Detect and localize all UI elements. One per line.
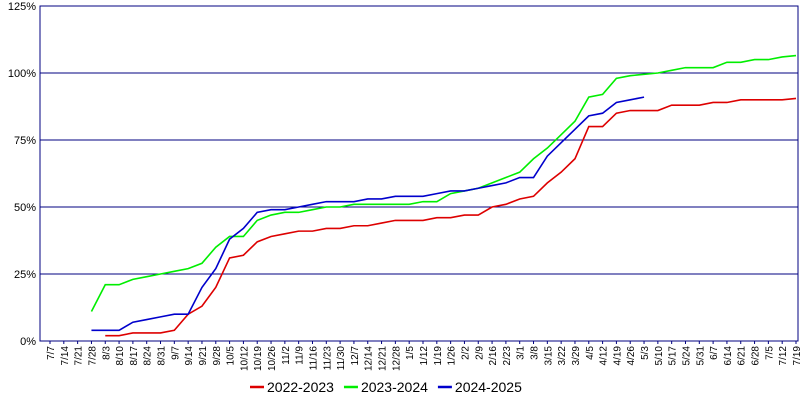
y-tick-label: 100% <box>8 68 36 80</box>
x-tick-label: 5/10 <box>654 346 665 366</box>
x-tick-label: 12/7 <box>350 346 361 366</box>
x-tick-label: 2/16 <box>488 346 499 366</box>
x-tick-label: 3/8 <box>530 346 541 360</box>
series-line <box>105 97 797 337</box>
x-tick-label: 12/14 <box>364 346 375 371</box>
x-tick-label: 7/7 <box>46 346 57 360</box>
legend-label: 2024-2025 <box>455 379 522 395</box>
x-tick-label: 10/5 <box>226 346 237 366</box>
x-tick-label: 4/5 <box>585 346 596 360</box>
x-tick-label: 4/12 <box>599 346 610 366</box>
x-tick-label: 11/23 <box>322 346 333 371</box>
x-tick-label: 11/30 <box>336 346 347 371</box>
x-tick-label: 10/26 <box>267 346 278 371</box>
x-tick-label: 1/5 <box>405 346 416 360</box>
plot-frame <box>39 5 799 342</box>
x-tick-label: 11/9 <box>295 346 306 365</box>
x-tick-label: 3/22 <box>557 346 568 366</box>
x-tick-label: 7/21 <box>74 346 85 366</box>
x-tick-label: 2/9 <box>474 346 485 360</box>
x-tick-label: 10/12 <box>239 346 250 371</box>
x-tick-label: 6/14 <box>723 346 734 366</box>
x-tick-label: 7/14 <box>60 346 71 366</box>
y-tick-label: 125% <box>8 1 36 13</box>
y-tick-label: 75% <box>14 135 36 147</box>
x-tick-label: 12/21 <box>378 346 389 371</box>
x-tick-label: 1/12 <box>419 346 430 366</box>
x-tick-label: 8/17 <box>129 346 140 366</box>
x-tick-label: 10/19 <box>253 346 264 371</box>
y-tick-label: 25% <box>14 269 36 281</box>
x-tick-label: 4/26 <box>626 346 637 366</box>
x-tick-label: 6/7 <box>709 346 720 360</box>
x-tick-label: 6/21 <box>737 346 748 366</box>
x-tick-label: 5/3 <box>640 346 651 360</box>
x-tick-label: 3/1 <box>516 346 527 360</box>
y-tick-label: 50% <box>14 202 36 214</box>
x-tick-label: 9/28 <box>212 346 223 366</box>
x-tick-label: 2/2 <box>460 346 471 360</box>
x-tick-label: 7/5 <box>764 346 775 360</box>
x-tick-label: 8/10 <box>115 346 126 366</box>
x-tick-label: 8/24 <box>143 346 154 366</box>
x-tick-label: 7/19 <box>792 346 800 366</box>
x-tick-label: 9/14 <box>184 346 195 366</box>
x-tick-label: 12/28 <box>391 346 402 371</box>
x-tick-label: 8/31 <box>157 346 168 366</box>
x-tick-label: 5/17 <box>668 346 679 366</box>
x-tick-label: 7/12 <box>778 346 789 366</box>
x-tick-label: 7/28 <box>87 346 98 366</box>
x-tick-label: 11/2 <box>281 346 292 365</box>
x-tick-label: 9/21 <box>198 346 209 366</box>
series-line <box>90 54 797 312</box>
x-tick-label: 9/7 <box>170 346 181 360</box>
x-tick-label: 6/28 <box>751 346 762 366</box>
x-tick-label: 1/26 <box>447 346 458 366</box>
x-tick-label: 5/31 <box>695 346 706 366</box>
x-tick-label: 8/3 <box>101 346 112 360</box>
legend-label: 2022-2023 <box>267 379 334 395</box>
y-tick-label: 0% <box>20 336 36 348</box>
x-tick-label: 3/15 <box>543 346 554 366</box>
x-tick-label: 5/24 <box>681 346 692 366</box>
legend-label: 2023-2024 <box>361 379 428 395</box>
x-tick-label: 2/23 <box>502 346 513 366</box>
x-tick-label: 4/19 <box>612 346 623 366</box>
x-tick-label: 11/16 <box>308 346 319 371</box>
series-line <box>91 96 645 332</box>
x-tick-label: 1/19 <box>433 346 444 366</box>
x-tick-label: 3/29 <box>571 346 582 366</box>
